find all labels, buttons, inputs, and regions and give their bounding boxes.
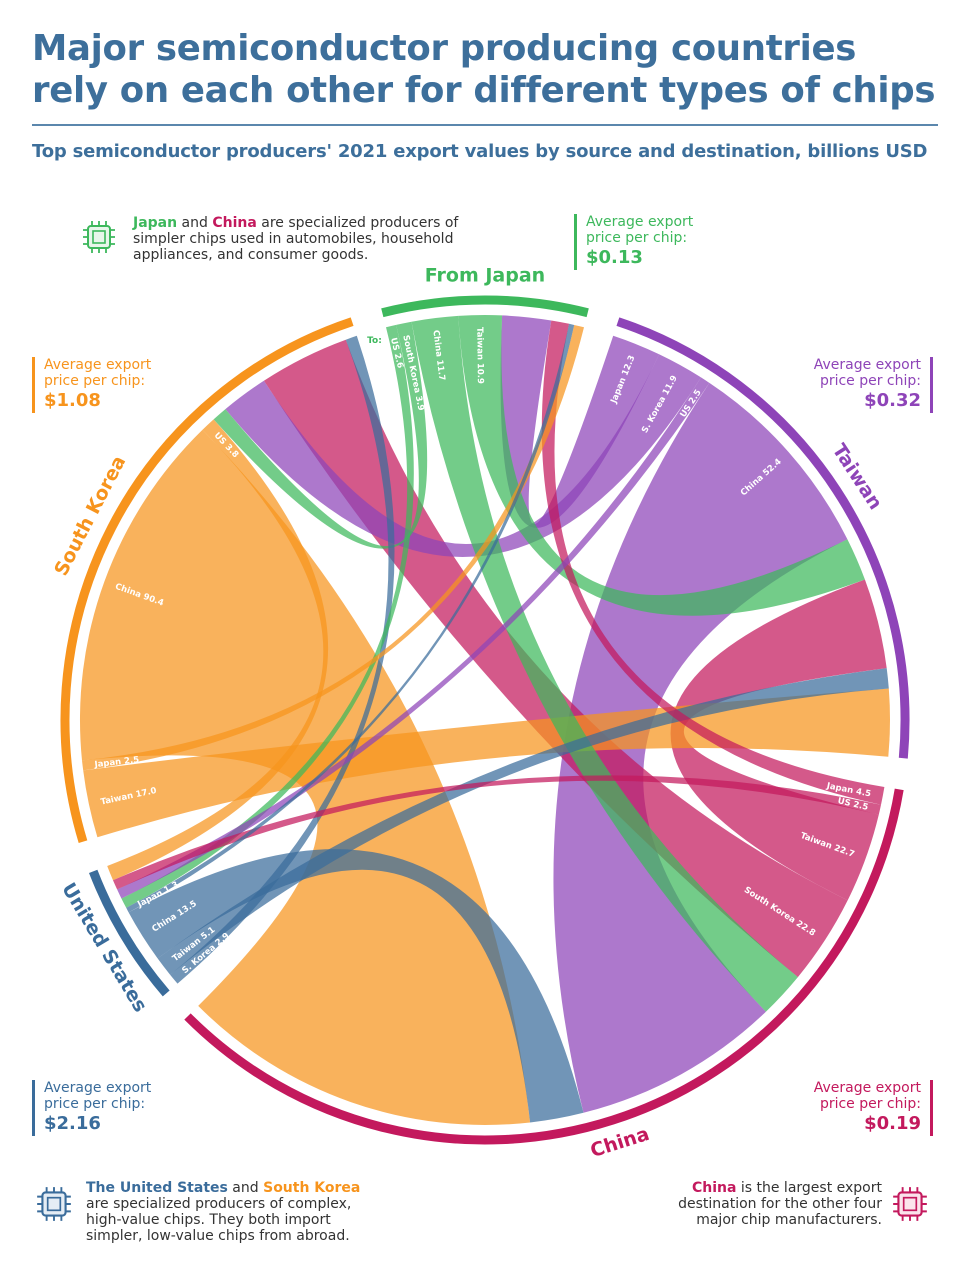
price-united-states-label: Average export price per chip: bbox=[44, 1080, 152, 1112]
flow-destination-name: US bbox=[388, 337, 401, 355]
flow-value-label: Taiwan 10.9 bbox=[475, 327, 486, 384]
note-china-text: is the largest export destination for th… bbox=[678, 1180, 882, 1228]
price-united-states-value: $2.16 bbox=[44, 1113, 101, 1134]
note-us-text: are specialized producers of complex, hi… bbox=[86, 1196, 352, 1244]
price-taiwan: Average export price per chip: $0.32 bbox=[795, 357, 933, 413]
flow-value-label: Japan 2.5 bbox=[93, 755, 140, 770]
flow-value: 2.5 bbox=[852, 799, 869, 812]
group-arc-china bbox=[184, 788, 904, 1145]
to-marker-label: To: bbox=[367, 336, 382, 346]
price-united-states: Average export price per chip: $2.16 bbox=[32, 1080, 174, 1136]
price-japan-label: Average export price per chip: bbox=[586, 214, 694, 246]
ribbon-taiwan-to-china bbox=[553, 382, 848, 1113]
price-china: Average export price per chip: $0.19 bbox=[795, 1080, 933, 1136]
flow-value: 17.0 bbox=[135, 785, 158, 799]
group-arc-united-states bbox=[89, 869, 170, 997]
flow-value: 3.9 bbox=[413, 395, 426, 412]
note-us-south-korea: The United States and South Korea are sp… bbox=[86, 1180, 386, 1244]
ribbon-japan-to-taiwan bbox=[458, 315, 865, 616]
chip-icon-blue bbox=[37, 1187, 71, 1221]
chip-icon-green bbox=[83, 221, 115, 253]
note-sk-bold: South Korea bbox=[263, 1180, 361, 1196]
chip-icon-red bbox=[893, 1187, 927, 1221]
price-taiwan-label: Average export price per chip: bbox=[813, 357, 921, 389]
note-us-bold: The United States bbox=[86, 1180, 228, 1196]
flow-value: 4.5 bbox=[855, 786, 872, 799]
flow-destination-name: Taiwan bbox=[475, 327, 485, 363]
title-divider bbox=[32, 124, 938, 126]
note-japan-conj: and bbox=[177, 215, 213, 231]
price-japan-value: $0.13 bbox=[586, 247, 643, 268]
group-label-japan: From Japan bbox=[425, 265, 545, 287]
note-japan-bold: Japan bbox=[133, 215, 178, 231]
price-china-value: $0.19 bbox=[864, 1113, 921, 1134]
flow-value: 11.7 bbox=[435, 359, 448, 381]
price-taiwan-value: $0.32 bbox=[864, 390, 921, 411]
flow-destination-name: US bbox=[837, 796, 855, 809]
note-japan-text: are specialized producers of simpler chi… bbox=[133, 215, 459, 263]
flow-value-label: China 11.7 bbox=[431, 329, 447, 381]
note-china-largest-bold: China bbox=[691, 1180, 737, 1196]
ribbon-japan-to-south-korea bbox=[213, 321, 428, 549]
ribbon-taiwan-to-japan bbox=[500, 315, 660, 528]
ribbon-china-to-taiwan bbox=[670, 579, 887, 901]
price-south-korea-value: $1.08 bbox=[44, 390, 101, 411]
price-south-korea: Average export price per chip: $1.08 bbox=[32, 357, 174, 413]
ribbon-united-states-to-south-korea bbox=[170, 335, 395, 984]
title-line-2: rely on each other for different types o… bbox=[32, 70, 936, 111]
ribbon-taiwan-to-south-korea bbox=[225, 354, 701, 558]
group-label-taiwan: Taiwan bbox=[828, 440, 887, 514]
group-arc-japan bbox=[381, 295, 589, 318]
flow-destination-name: China bbox=[431, 329, 445, 360]
ribbon-south-korea-to-japan bbox=[82, 325, 584, 771]
flow-destination-name: Japan bbox=[93, 756, 125, 769]
title-line-1: Major semiconductor producing countries bbox=[32, 28, 857, 69]
price-south-korea-label: Average export price per chip: bbox=[44, 357, 152, 389]
flow-value-label: US 2.6 bbox=[388, 337, 405, 370]
flow-value-label: US 2.5 bbox=[837, 796, 870, 813]
note-us-conj: and bbox=[227, 1180, 264, 1196]
page-title: Major semiconductor producing countries … bbox=[32, 28, 952, 112]
ribbon-united-states-to-china bbox=[128, 849, 584, 1123]
price-japan: Average export price per chip: $0.13 bbox=[574, 214, 716, 270]
price-china-label: Average export price per chip: bbox=[813, 1080, 921, 1112]
subtitle: Top semiconductor producers' 2021 export… bbox=[32, 141, 928, 162]
flow-value: 2.6 bbox=[392, 352, 405, 369]
ribbon-layer bbox=[79, 315, 891, 1126]
ribbon-japan-to-china bbox=[411, 315, 798, 1012]
group-arc-south-korea bbox=[60, 317, 354, 844]
flow-value: 10.9 bbox=[475, 363, 485, 384]
flow-value: 2.5 bbox=[124, 755, 140, 767]
group-arc-taiwan bbox=[616, 317, 910, 759]
note-japan-china: Japan and China are specialized producer… bbox=[133, 215, 513, 263]
group-arc-layer bbox=[60, 295, 910, 1145]
note-china-bold: China bbox=[212, 215, 257, 231]
note-china: China is the largest export destination … bbox=[650, 1180, 882, 1228]
